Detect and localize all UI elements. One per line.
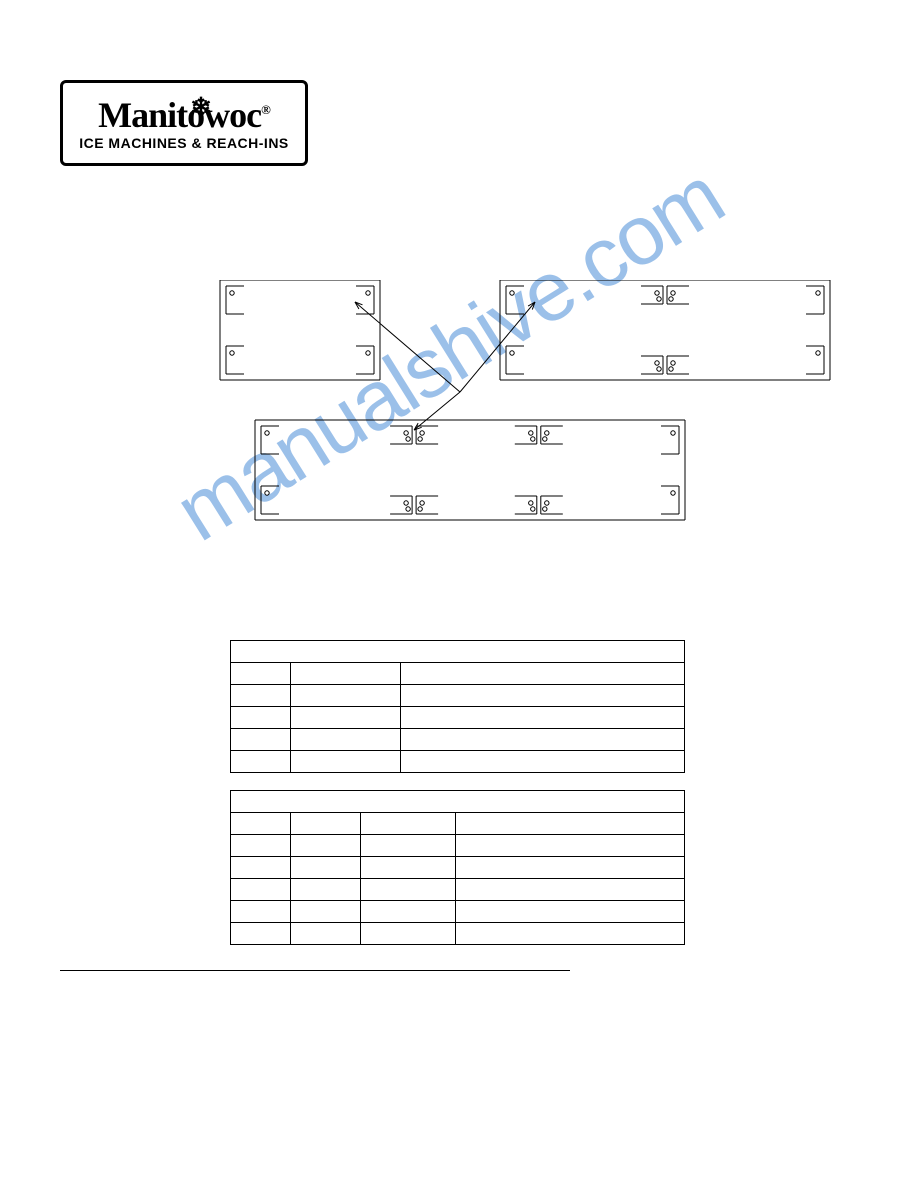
table-cell [400, 685, 684, 707]
table-header-cell [290, 813, 360, 835]
table-header-cell [290, 663, 400, 685]
table-cell [231, 835, 291, 857]
table-header-cell [231, 813, 291, 835]
snowflake-icon: ❄ [190, 95, 211, 121]
table-header-cell [231, 663, 291, 685]
table-cell [360, 857, 455, 879]
table-cell [400, 707, 684, 729]
table-cell [290, 857, 360, 879]
table-header-cell [360, 813, 455, 835]
table-1 [230, 640, 685, 773]
logo-tagline: ICE MACHINES & REACH-INS [79, 135, 289, 151]
table-cell [360, 923, 455, 945]
table-1-element [230, 640, 685, 773]
table-cell [290, 707, 400, 729]
table-cell [290, 879, 360, 901]
table-cell [290, 835, 360, 857]
table-cell [231, 879, 291, 901]
table-cell [231, 685, 291, 707]
table-cell [455, 857, 685, 879]
table-2-element [230, 790, 685, 945]
logo-reg: ® [261, 102, 270, 117]
table-cell [360, 901, 455, 923]
table-cell [400, 729, 684, 751]
table-cell [360, 879, 455, 901]
table-title-cell [231, 641, 685, 663]
table-cell [290, 729, 400, 751]
table-header-cell [455, 813, 685, 835]
table-cell [455, 923, 685, 945]
table-cell [360, 835, 455, 857]
logo-brand-text: Manitowoc [98, 95, 261, 135]
table-cell [290, 751, 400, 773]
table-cell [290, 685, 400, 707]
divider-line [60, 970, 570, 971]
table-cell [231, 751, 291, 773]
diagram-svg [60, 280, 860, 600]
table-cell [231, 857, 291, 879]
table-cell [455, 879, 685, 901]
logo: ❄ Manitowoc® ICE MACHINES & REACH-INS [60, 80, 308, 166]
table-cell [290, 901, 360, 923]
table-cell [231, 923, 291, 945]
bracket-diagram [60, 280, 860, 600]
table-cell [455, 901, 685, 923]
table-header-cell [400, 663, 684, 685]
table-cell [231, 901, 291, 923]
table-2 [230, 790, 685, 945]
table-cell [231, 729, 291, 751]
table-title-cell [231, 791, 685, 813]
table-cell [231, 707, 291, 729]
table-cell [400, 751, 684, 773]
table-cell [290, 923, 360, 945]
logo-brand: ❄ Manitowoc® [98, 97, 270, 133]
table-cell [455, 835, 685, 857]
